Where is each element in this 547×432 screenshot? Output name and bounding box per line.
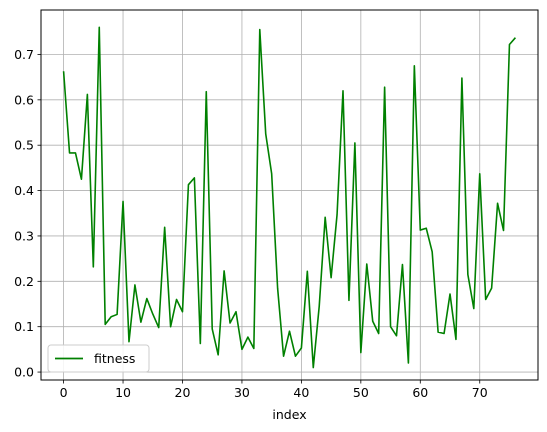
y-tick-label: 0.7 <box>14 47 34 62</box>
x-tick-label: 70 <box>472 385 488 400</box>
grid <box>41 10 538 380</box>
x-tick-label: 40 <box>293 385 309 400</box>
y-tick-label: 0.5 <box>14 138 34 153</box>
legend: fitness <box>47 344 150 373</box>
x-axis-ticks: 0 10 20 30 40 50 60 70 <box>60 380 488 400</box>
x-tick-label: 10 <box>115 385 131 400</box>
x-tick-label: 50 <box>353 385 369 400</box>
legend-label-fitness: fitness <box>94 351 135 366</box>
legend-box <box>47 344 150 373</box>
y-tick-label: 0.0 <box>14 365 34 380</box>
y-tick-label: 0.1 <box>14 319 34 334</box>
plot-frame <box>40 9 539 381</box>
x-tick-label: 20 <box>175 385 191 400</box>
y-tick-label: 0.3 <box>14 228 34 243</box>
series-layer <box>62 26 517 369</box>
y-tick-label: 0.4 <box>14 183 34 198</box>
y-tick-label: 0.2 <box>14 274 34 289</box>
y-axis-ticks: 0.0 0.1 0.2 0.3 0.4 0.5 0.6 0.7 <box>14 47 41 380</box>
x-axis-label: index <box>272 407 306 422</box>
y-tick-label: 0.6 <box>14 92 34 107</box>
series-line-fitness <box>62 26 517 369</box>
x-tick-label: 60 <box>412 385 428 400</box>
x-tick-label: 30 <box>234 385 250 400</box>
x-tick-label: 0 <box>60 385 68 400</box>
